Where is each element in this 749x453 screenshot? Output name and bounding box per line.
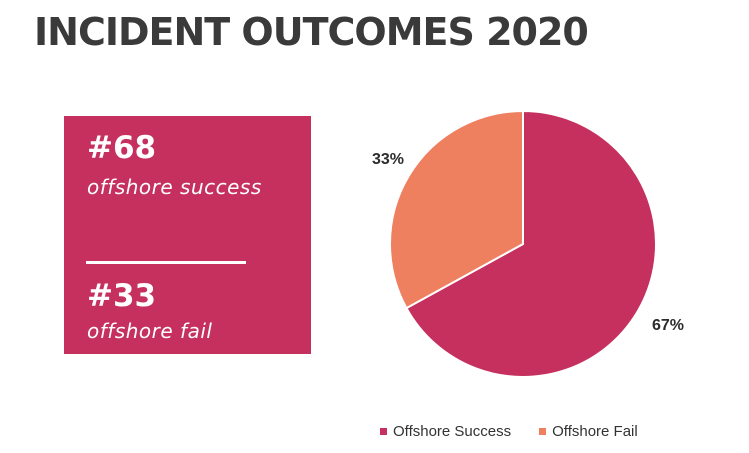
fail-number: #33 — [87, 278, 157, 314]
stats-panel: #68 offshore success #33 offshore fail — [64, 116, 311, 354]
slice-label-fail: 33% — [372, 151, 405, 168]
fail-label: offshore fail — [87, 319, 213, 343]
stats-divider — [86, 261, 246, 264]
legend-label-fail: Offshore Fail — [552, 423, 638, 440]
legend-item-fail: Offshore Fail — [539, 423, 638, 440]
legend-swatch-success — [380, 428, 387, 435]
legend-swatch-fail — [539, 428, 547, 435]
slice-label-success: 67% — [652, 317, 685, 334]
pie-slice-success — [405, 109, 657, 378]
legend-item-success: Offshore Success — [380, 423, 511, 440]
legend-label-success: Offshore Success — [393, 423, 512, 440]
pie-slice-fail — [389, 109, 524, 310]
page-title: INCIDENT OUTCOMES 2020 — [34, 10, 589, 54]
success-number: #68 — [87, 130, 157, 166]
chart-legend: Offshore Success Offshore Fail — [380, 423, 638, 440]
pie-chart — [389, 109, 657, 378]
success-label: offshore success — [87, 175, 262, 199]
